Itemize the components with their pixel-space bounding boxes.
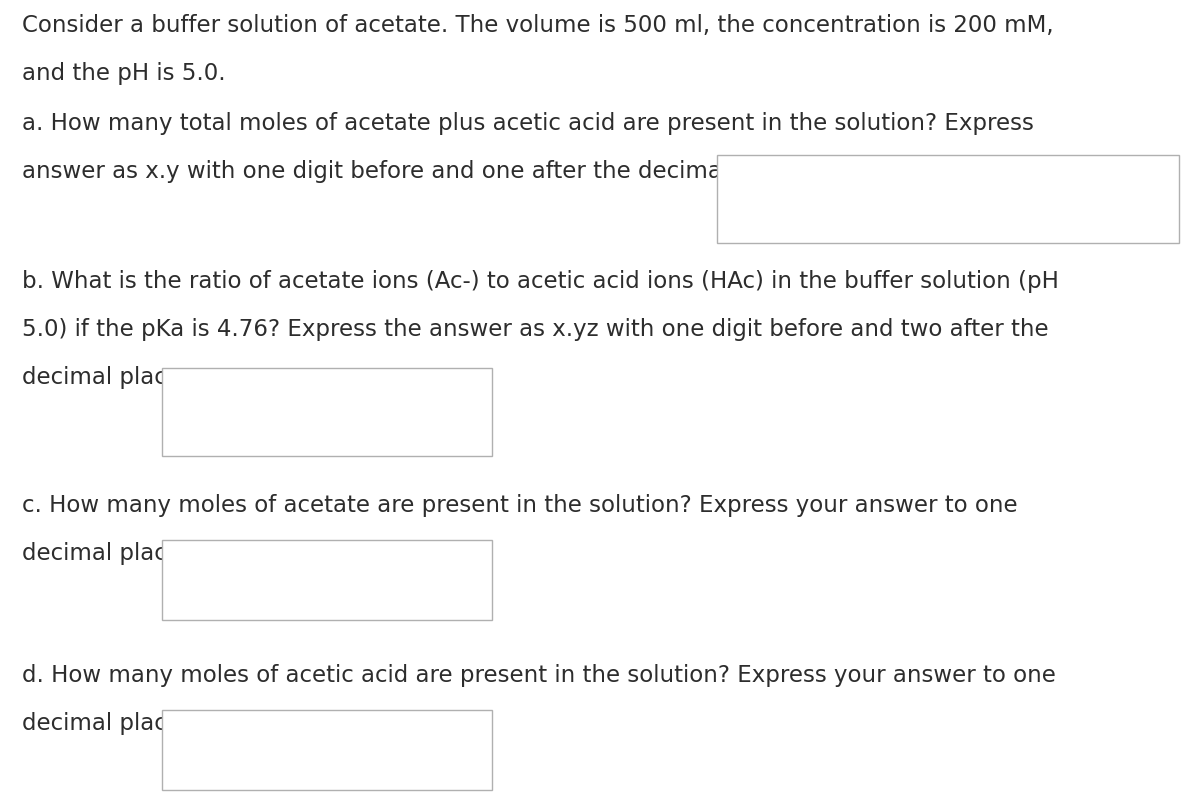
Bar	[162, 540, 492, 620]
Text: 5.0) if the pKa is 4.76? Express the answer as x.yz with one digit before and tw: 5.0) if the pKa is 4.76? Express the ans…	[22, 318, 1049, 341]
Text: decimal place.: decimal place.	[22, 542, 188, 565]
Text: answer as x.y with one digit before and one after the decimal place.: answer as x.y with one digit before and …	[22, 160, 804, 183]
Text: d. How many moles of acetic acid are present in the solution? Express your answe: d. How many moles of acetic acid are pre…	[22, 664, 1056, 687]
Text: and the pH is 5.0.: and the pH is 5.0.	[22, 62, 226, 85]
Text: b. What is the ratio of acetate ions (Ac-) to acetic acid ions (HAc) in the buff: b. What is the ratio of acetate ions (Ac…	[22, 270, 1058, 293]
Bar	[162, 368, 492, 456]
Text: a. How many total moles of acetate plus acetic acid are present in the solution?: a. How many total moles of acetate plus …	[22, 112, 1033, 135]
Text: decimal place.: decimal place.	[22, 712, 188, 735]
Bar	[718, 155, 1178, 243]
Text: Consider a buffer solution of acetate. The volume is 500 ml, the concentration i: Consider a buffer solution of acetate. T…	[22, 14, 1054, 37]
Text: decimal place.: decimal place.	[22, 366, 188, 389]
Text: c. How many moles of acetate are present in the solution? Express your answer to: c. How many moles of acetate are present…	[22, 494, 1018, 517]
Bar	[162, 710, 492, 790]
